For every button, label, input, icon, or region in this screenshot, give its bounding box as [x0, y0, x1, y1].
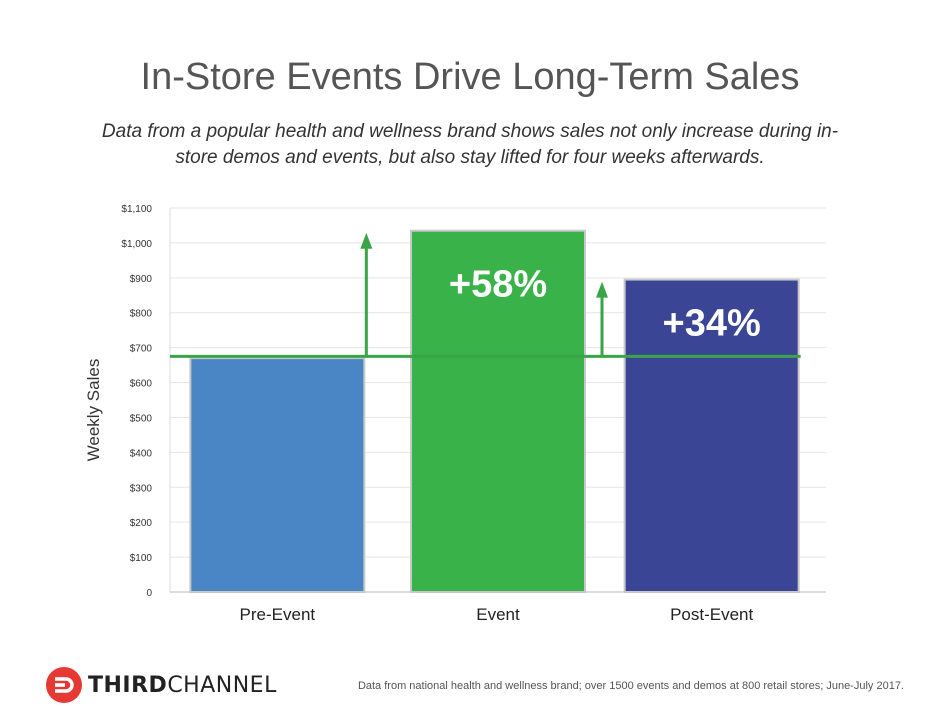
percent-increase-label: +34%: [663, 303, 761, 345]
x-tick-label: Post-Event: [670, 605, 753, 624]
source-note: Data from national health and wellness b…: [357, 680, 904, 692]
y-tick-label: $900: [130, 274, 153, 285]
y-tick-label: $400: [130, 448, 153, 459]
bar-pre-event: [189, 357, 366, 593]
y-tick-label: $100: [130, 553, 153, 564]
logo-mark-icon: [46, 667, 82, 703]
bar-post-event: [623, 278, 800, 594]
lift-arrow-head: [596, 281, 608, 298]
y-tick-label: 0: [146, 588, 152, 599]
logo-text-light: CHANNEL: [167, 672, 277, 698]
chart-subtitle: Data from a popular health and wellness …: [101, 121, 839, 168]
y-tick-label: $600: [130, 379, 153, 390]
chart-title: In-Store Events Drive Long-Term Sales: [140, 56, 800, 98]
y-tick-label: $200: [130, 518, 153, 529]
thirdchannel-logo: THIRDCHANNEL: [44, 665, 277, 705]
y-tick-label: $500: [130, 413, 153, 424]
percent-increase-label: +58%: [449, 264, 547, 306]
y-tick-label: $800: [130, 309, 153, 320]
logo-text-bold: THIRD: [88, 672, 168, 698]
y-axis-label: Weekly Sales: [84, 359, 103, 462]
lift-arrow-head: [360, 232, 373, 249]
y-tick-label: $700: [130, 344, 153, 355]
bar-event: [410, 229, 586, 593]
y-tick-label: $1,000: [121, 239, 152, 250]
y-tick-label: $1,100: [121, 204, 152, 215]
x-tick-label: Event: [476, 605, 520, 624]
y-tick-label: $300: [130, 483, 153, 494]
bar-chart: 0 $100 $200 $300 $400 $500 $600 $700 $800 $900 $1,…: [84, 204, 826, 624]
x-tick-label: Pre-Event: [240, 605, 316, 624]
